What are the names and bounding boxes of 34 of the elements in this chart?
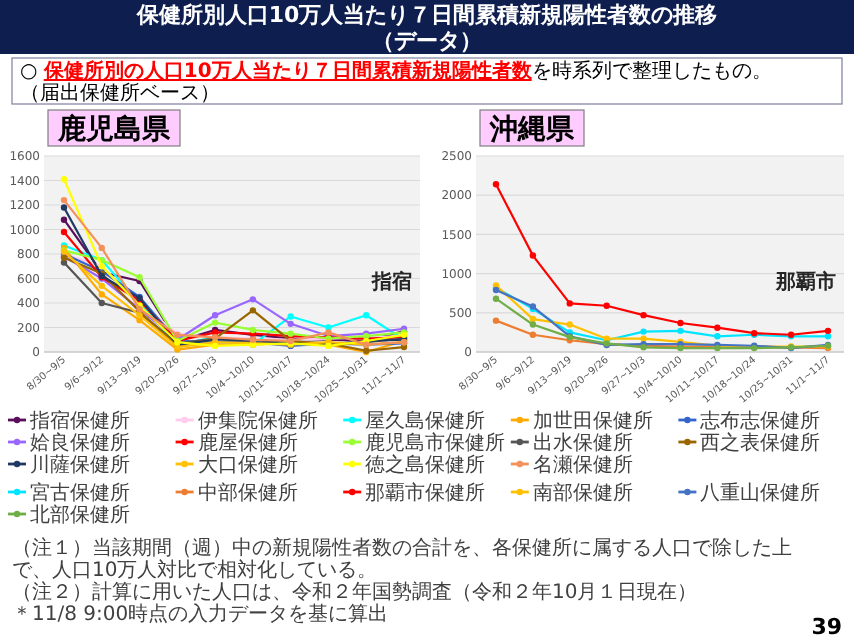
- legend-label: 指宿保健所: [28, 409, 130, 433]
- legend-label: 宮古保健所: [30, 481, 130, 505]
- legend-label: 北部保健所: [30, 503, 130, 527]
- text: 39: [811, 614, 842, 640]
- text: 保健所別人口10万人当たり７日間累積新規陽性者数の推移: [134, 2, 718, 28]
- legend-label: 志布志保健所: [700, 409, 821, 433]
- legend-label: 中部保健所: [197, 481, 298, 505]
- legend-label: 屋久島保健所: [365, 409, 486, 433]
- legend-label: 南部保健所: [532, 481, 633, 505]
- legend-label: 伊集院保健所: [197, 409, 318, 433]
- chart-title: 沖縄県: [488, 114, 576, 146]
- text: を時系列で整理したもの。: [531, 59, 772, 83]
- legend-label: 加世田保健所: [532, 409, 653, 433]
- text: ○: [20, 61, 44, 83]
- text: 保健所別の人口10万人当たり７日間累積新規陽性者数: [41, 59, 534, 83]
- legend-label: 鹿屋保健所: [197, 431, 298, 455]
- legend-label: 八重山保健所: [700, 481, 821, 505]
- text: ＊11/8 9:00時点の入力データを基に算出: [12, 602, 389, 626]
- text: （注１）当該期間（週）中の新規陽性者数の合計を、各保健所に属する人口で除した上で、人口10万人対比で相対化している。: [12, 536, 792, 582]
- text: （注２）計算に用いた人口は、令和２年国勢調査（令和２年10月１日現在）: [12, 580, 698, 604]
- legend-label: 大口保健所: [197, 453, 298, 477]
- annotation: 指宿: [370, 270, 412, 294]
- legend-label: 西之表保健所: [700, 431, 821, 455]
- legend-label: 徳之島保健所: [365, 453, 486, 477]
- text: （データ）: [372, 28, 482, 54]
- legend-label: 出水保健所: [532, 431, 633, 455]
- legend-label: 姶良保健所: [30, 431, 130, 455]
- legend-label: 川薩保健所: [30, 453, 130, 477]
- chart-title: 鹿児島県: [56, 112, 172, 146]
- annotation: 那覇市: [774, 270, 836, 294]
- legend-label: 那覇市保健所: [365, 481, 486, 505]
- text: （届出保健所ベース）: [20, 81, 220, 105]
- legend-label: 鹿児島市保健所: [365, 431, 506, 455]
- legend-label: 名瀬保健所: [532, 453, 633, 477]
